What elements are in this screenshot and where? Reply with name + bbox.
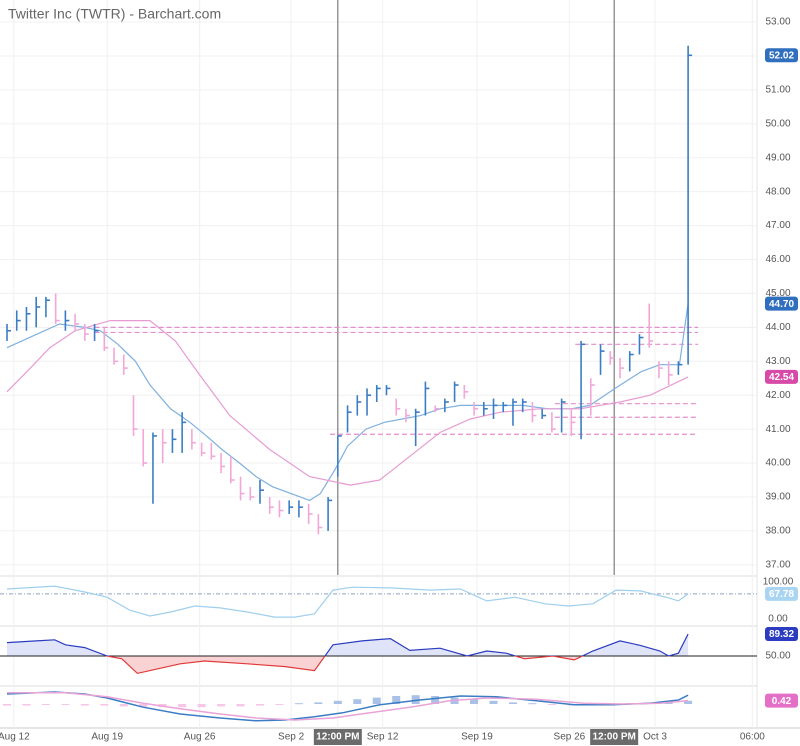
y-tick-label: 100.00 <box>763 577 794 588</box>
price-marker <box>765 586 798 601</box>
price-marker-label: 52.02 <box>769 50 794 61</box>
indicator-line <box>6 585 689 618</box>
x-tick-label: 06:00 <box>740 732 765 743</box>
plot <box>0 0 757 722</box>
histogram-bar <box>411 695 420 704</box>
price-marker <box>765 626 798 641</box>
x-tick-label: Sep 19 <box>461 732 493 743</box>
y-tick-label: 42.00 <box>765 390 790 401</box>
indicator-line <box>6 633 689 656</box>
histogram-bar <box>333 700 342 704</box>
x-tick-label: Oct 3 <box>643 732 667 743</box>
x-tick-label: 12:00 PM <box>592 732 635 743</box>
y-tick-label: 49.00 <box>765 152 790 163</box>
y-tick-label: 39.00 <box>765 492 790 503</box>
moving-average <box>6 320 689 486</box>
price-marker <box>765 693 798 708</box>
histogram-bar <box>119 704 128 707</box>
macd-line <box>7 692 689 721</box>
y-tick-label: 44.00 <box>765 322 790 333</box>
histogram-bar <box>197 704 206 708</box>
indicator-line <box>105 656 671 675</box>
price-marker <box>765 296 798 311</box>
histogram-bar <box>3 704 12 706</box>
price-marker-label: 42.54 <box>769 372 794 383</box>
price-marker-label: 89.32 <box>769 629 794 640</box>
y-tick-label: 50.00 <box>765 118 790 129</box>
histogram-bar <box>431 696 440 704</box>
x-tick-label: Sep 2 <box>278 732 305 743</box>
histogram-bar <box>547 704 556 705</box>
histogram-bar <box>139 704 148 708</box>
area-fill <box>7 656 689 674</box>
histogram-bar <box>372 697 381 704</box>
y-tick-label: 48.00 <box>765 186 790 197</box>
histogram-bar <box>489 700 498 704</box>
chart-title: Twitter Inc (TWTR) - Barchart.com <box>8 6 221 22</box>
axes: Aug 12 Aug 19 Aug 26 Sep 2 12:00 PM Sep 12 Sep… <box>0 17 798 745</box>
histogram-bar <box>178 704 187 708</box>
histogram-bar <box>22 704 31 706</box>
histogram-bar <box>275 704 284 705</box>
y-tick-label: 46.00 <box>765 254 790 265</box>
histogram-bar <box>41 704 50 705</box>
y-tick-label: 50.00 <box>765 651 790 662</box>
y-tick-label: 53.00 <box>765 17 790 28</box>
y-tick-label: 51.00 <box>765 85 790 96</box>
y-tick-label: 0.00 <box>768 614 788 625</box>
y-tick-label: 43.00 <box>765 356 790 367</box>
y-tick-label: 47.00 <box>765 220 790 231</box>
y-tick-label: 37.00 <box>765 559 790 570</box>
y-tick-label: 41.00 <box>765 424 790 435</box>
price-marker-label: 0.42 <box>772 696 792 707</box>
x-tick-highlight <box>313 729 362 745</box>
histogram-bar <box>236 704 245 707</box>
histogram-bar <box>217 704 226 707</box>
x-tick-label: 12:00 PM <box>316 732 359 743</box>
price-marker-label: 67.78 <box>769 589 794 600</box>
price-marker <box>765 48 798 63</box>
x-tick-highlight <box>590 729 639 745</box>
x-tick-label: Sep 12 <box>367 732 399 743</box>
histogram-bar <box>353 699 362 704</box>
histogram-bar <box>684 700 693 704</box>
histogram-bar <box>61 704 70 705</box>
histogram-bar <box>255 704 264 706</box>
histogram-bar <box>314 702 323 704</box>
histogram-bar <box>294 703 303 705</box>
macd-line <box>6 691 689 722</box>
histogram-bar <box>100 704 109 706</box>
x-tick-label: Aug 26 <box>184 732 216 743</box>
histogram-bar <box>528 703 537 705</box>
histogram-bar <box>470 699 479 704</box>
price-marker <box>765 369 798 384</box>
histogram-bar <box>392 696 401 704</box>
y-tick-label: 45.00 <box>765 288 790 299</box>
x-tick-label: Sep 26 <box>554 732 586 743</box>
area-fill <box>7 634 689 656</box>
y-tick-label: 40.00 <box>765 458 790 469</box>
y-tick-label: 38.00 <box>765 526 790 537</box>
price-marker-label: 44.70 <box>769 299 794 310</box>
histogram-bar <box>508 702 517 704</box>
histogram-bar <box>80 704 89 706</box>
x-tick-label: Aug 19 <box>91 732 123 743</box>
x-tick-label: Aug 12 <box>0 732 30 743</box>
